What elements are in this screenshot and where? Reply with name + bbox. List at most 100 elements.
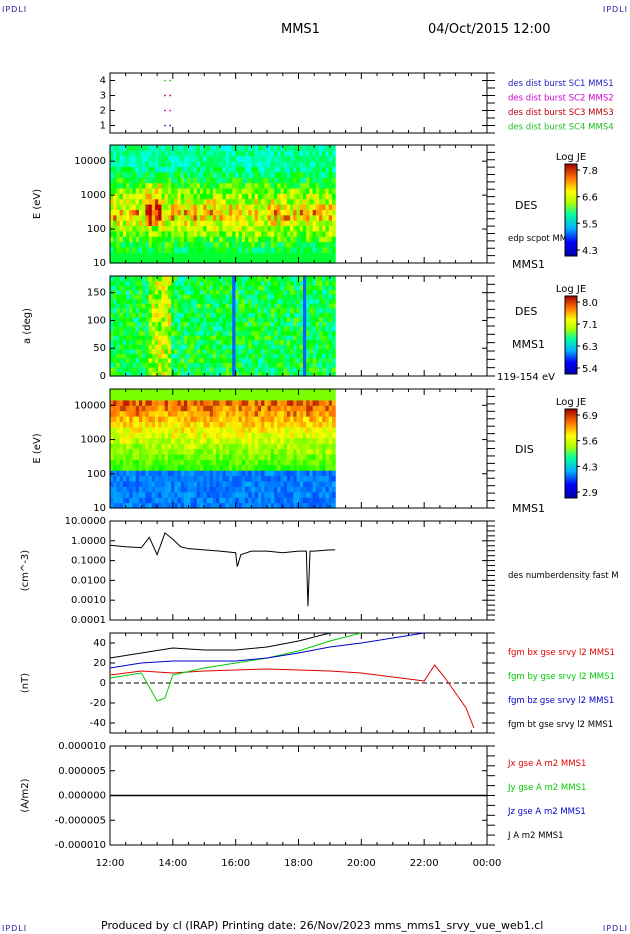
spectrogram-cell — [193, 294, 198, 300]
spectrogram-cell — [174, 366, 179, 373]
spectrogram-cell — [274, 177, 278, 184]
spectrogram-cell — [171, 432, 175, 439]
spectrogram-cell — [122, 298, 127, 304]
spectrogram-cell — [254, 348, 259, 354]
spectrogram-cell — [238, 348, 243, 354]
spectrogram-cell — [142, 502, 146, 509]
spectrogram-cell — [286, 459, 291, 466]
spectrogram-cell — [328, 303, 333, 309]
spectrogram-cell — [254, 475, 259, 482]
spectrogram-cell — [119, 166, 124, 173]
spectrogram-cell — [203, 486, 208, 493]
spectrogram-cell — [270, 366, 275, 373]
spectrogram-cell — [225, 453, 230, 460]
spectrogram-cell — [270, 330, 275, 336]
spectrogram-cell — [126, 394, 130, 401]
spectrogram-cell — [322, 285, 327, 291]
spectrogram-cell — [319, 161, 323, 168]
spectrogram-cell — [155, 198, 159, 205]
spectrogram-cell — [203, 371, 208, 377]
spectrogram-cell — [132, 344, 137, 350]
spectrogram-cell — [319, 187, 323, 194]
spectrogram-cell — [290, 276, 294, 282]
spectrogram-cell — [209, 177, 214, 184]
spectrogram-cell — [174, 171, 179, 178]
spectrogram-cell — [113, 193, 118, 200]
spectrogram-cell — [145, 214, 150, 221]
spectrogram-cell — [122, 187, 127, 194]
spectrogram-cell — [319, 502, 323, 509]
spectrogram-cell — [286, 405, 291, 412]
spectrogram-cell — [132, 187, 137, 194]
spectrogram-cell — [286, 389, 291, 396]
spectrogram-cell — [135, 371, 140, 377]
spectrogram-cell — [222, 405, 227, 412]
spectrogram-cell — [267, 214, 272, 221]
spectrogram-cell — [174, 480, 179, 487]
spectrogram-cell — [164, 276, 169, 282]
spectrogram-cell — [312, 214, 317, 221]
spectrogram-cell — [145, 366, 150, 373]
spectrogram-cell — [203, 230, 208, 237]
spectrogram-cell — [116, 416, 121, 423]
spectrogram-cell — [248, 225, 253, 232]
spectrogram-cell — [290, 344, 294, 350]
spectrogram-cell — [302, 344, 307, 350]
spectrogram-cell — [167, 421, 172, 428]
spectrogram-cell — [196, 321, 201, 327]
spectrogram-cell — [302, 443, 307, 450]
spectrogram-cell — [158, 480, 163, 487]
spectrogram-cell — [116, 230, 121, 237]
spectrogram-cell — [235, 480, 240, 487]
spectrogram-cell — [126, 321, 130, 327]
spectrogram-cell — [193, 448, 198, 455]
spectrogram-cell — [200, 220, 204, 227]
spectrogram-cell — [129, 399, 134, 406]
spectrogram-cell — [190, 421, 195, 428]
spectrogram-cell — [299, 214, 304, 221]
spectrogram-cell — [216, 257, 220, 264]
spectrogram-cell — [322, 432, 327, 439]
spectrogram-cell — [299, 366, 304, 373]
spectrogram-cell — [293, 437, 298, 444]
spectrogram-cell — [151, 252, 156, 259]
colorbar-tick-label: 4.3 — [582, 246, 598, 257]
spectrogram-cell — [193, 150, 198, 157]
spectrogram-cell — [309, 257, 314, 264]
spectrogram-cell — [274, 280, 278, 286]
spectrogram-cell — [229, 312, 233, 318]
spectrogram-cell — [151, 421, 156, 428]
spectrogram-cell — [302, 326, 307, 332]
spectrogram-cell — [193, 330, 198, 336]
spectrogram-cell — [135, 394, 140, 401]
spectrogram-cell — [325, 480, 330, 487]
spectrogram-cell — [142, 294, 146, 300]
colorbar-tick-label: 4.3 — [582, 462, 598, 473]
spectrogram-cell — [151, 405, 156, 412]
spectrogram-cell — [245, 316, 249, 323]
spectrogram-cell — [325, 421, 330, 428]
spectrogram-cell — [119, 475, 124, 482]
spectrogram-cell — [126, 193, 130, 200]
spectrogram-cell — [245, 257, 249, 264]
spectrogram-cell — [219, 187, 224, 194]
spectrogram-cell — [251, 276, 256, 282]
spectrogram-cell — [138, 353, 143, 359]
spectrogram-cell — [206, 285, 211, 291]
spectrogram-cell — [200, 389, 204, 396]
spectrogram-cell — [286, 491, 291, 498]
spectrogram-cell — [138, 470, 143, 477]
spectrogram-cell — [254, 236, 259, 243]
spectrogram-cell — [283, 459, 288, 466]
spectrogram-cell — [212, 410, 217, 417]
spectrogram-cell — [142, 432, 146, 439]
spectrogram-cell — [257, 155, 262, 162]
spectrogram-cell — [209, 298, 214, 304]
spectrogram-cell — [167, 344, 172, 350]
spectrogram-cell — [206, 230, 211, 237]
spectrogram-cell — [296, 357, 301, 363]
des-e-scpot-label: edp scpot MMS1 — [508, 234, 578, 244]
spectrogram-cell — [193, 371, 198, 377]
spectrogram-cell — [293, 426, 298, 433]
spectrogram-cell — [312, 426, 317, 433]
